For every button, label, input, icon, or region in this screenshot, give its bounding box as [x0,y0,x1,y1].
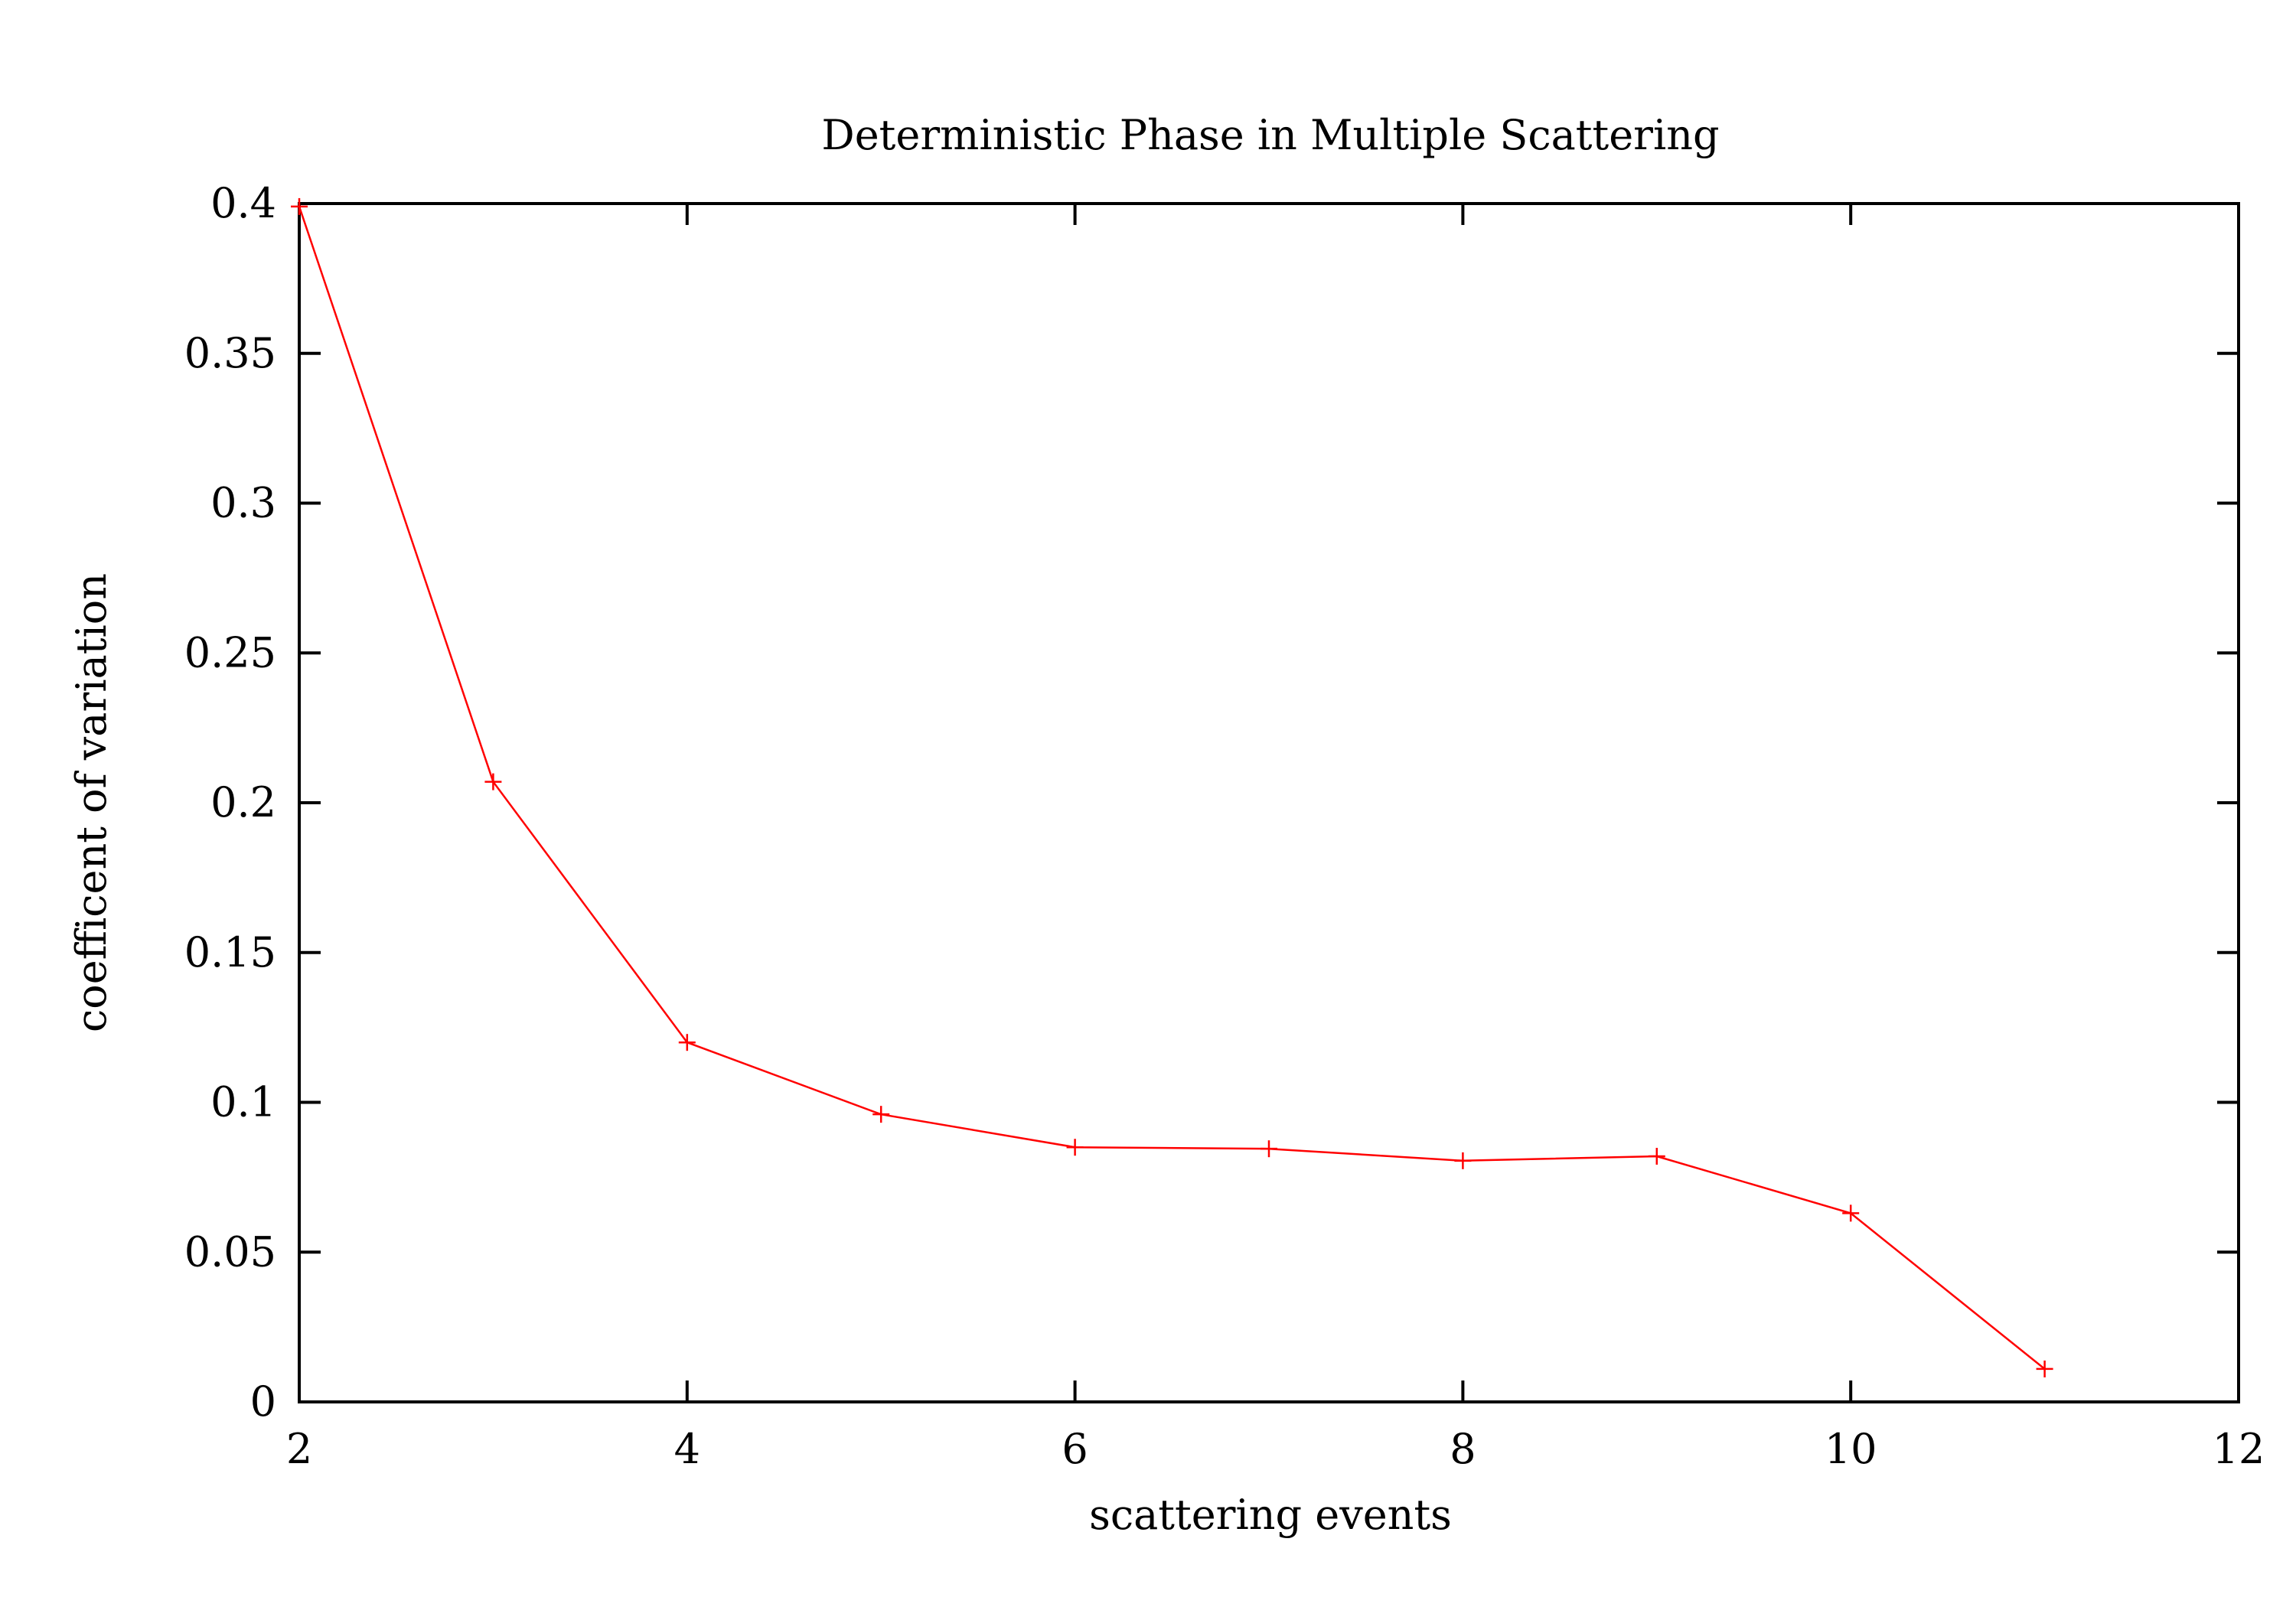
data-point-marker [1842,1204,1860,1222]
chart-title: Deterministic Phase in Multiple Scatteri… [821,111,1719,159]
data-point-marker [1261,1140,1277,1158]
x-axis-label: scattering events [1089,1491,1452,1539]
y-tick-label: 0.25 [184,628,276,676]
x-tick-label: 4 [674,1425,700,1473]
plot-area: 2 4 6 8 10 12 0 0.05 0.1 0.15 0.2 0.25 0.3 0.35 0.4 [184,179,2265,1473]
y-axis-ticks: 0 0.05 0.1 0.15 0.2 0.25 0.3 0.35 0.4 [184,179,2239,1426]
y-tick-label: 0.4 [210,179,276,227]
x-tick-label: 12 [2213,1425,2265,1473]
y-tick-label: 0.15 [184,928,276,976]
series-line [298,206,2046,1370]
y-tick-label: 0.3 [210,479,276,527]
y-tick-label: 0.05 [184,1227,276,1276]
data-point-marker [484,773,502,790]
data-point-marker [872,1106,890,1123]
y-tick-label: 0.2 [210,778,276,826]
plot-frame [298,202,2240,1403]
x-tick-label: 2 [286,1425,312,1473]
data-point-marker [291,197,308,215]
x-tick-label: 6 [1062,1425,1088,1473]
data-point-marker [678,1034,696,1051]
y-tick-label: 0.35 [184,329,276,377]
data-point-marker [1648,1147,1665,1165]
y-tick-label: 0.1 [210,1078,276,1126]
data-point-marker [1454,1152,1472,1169]
x-tick-label: 8 [1450,1425,1476,1473]
y-tick-label: 0 [250,1377,276,1426]
data-point-marker [1066,1139,1084,1156]
series-layer [291,197,2053,1377]
x-tick-label: 10 [1825,1425,1877,1473]
data-point-marker [2036,1360,2053,1377]
x-axis-ticks: 2 4 6 8 10 12 [286,204,2265,1473]
y-axis-label: coefficent of variation [67,573,116,1032]
